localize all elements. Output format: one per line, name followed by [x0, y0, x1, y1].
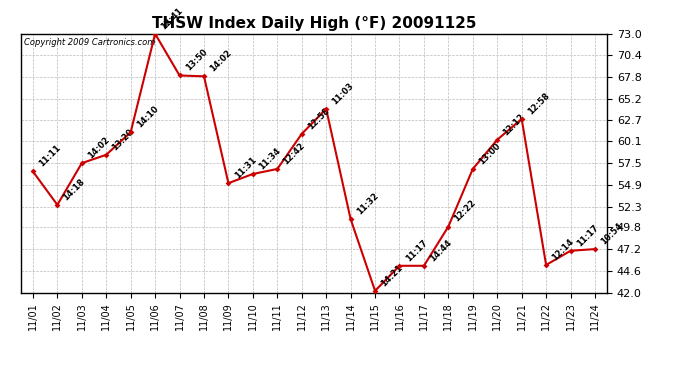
- Text: 11:17: 11:17: [575, 223, 600, 248]
- Text: 13:00: 13:00: [477, 141, 502, 166]
- Text: 14:02: 14:02: [86, 135, 111, 160]
- Text: 12:42: 12:42: [282, 141, 307, 166]
- Text: 12:58: 12:58: [306, 106, 331, 131]
- Text: 12:58: 12:58: [526, 91, 551, 116]
- Text: 12:14: 12:14: [550, 237, 575, 262]
- Text: 10:54: 10:54: [599, 221, 624, 246]
- Text: 14:18: 14:18: [61, 177, 87, 202]
- Text: 11:11: 11:11: [37, 143, 63, 169]
- Text: 12:12: 12:12: [502, 112, 526, 137]
- Text: 14:02: 14:02: [208, 48, 233, 74]
- Text: 13:20: 13:20: [110, 127, 136, 152]
- Text: 11:31: 11:31: [233, 155, 258, 180]
- Text: 14:44: 14:44: [428, 238, 453, 263]
- Text: 13:50: 13:50: [184, 48, 209, 73]
- Title: THSW Index Daily High (°F) 20091125: THSW Index Daily High (°F) 20091125: [152, 16, 476, 31]
- Text: 11:34: 11:34: [257, 146, 282, 171]
- Text: Copyright 2009 Cartronics.com: Copyright 2009 Cartronics.com: [23, 38, 155, 46]
- Text: 11:32: 11:32: [355, 191, 380, 216]
- Text: 12:41: 12:41: [159, 6, 185, 31]
- Text: 11:03: 11:03: [331, 81, 355, 106]
- Text: 14:10: 14:10: [135, 104, 160, 129]
- Text: 12:22: 12:22: [453, 198, 478, 224]
- Text: 11:17: 11:17: [404, 238, 429, 263]
- Text: 14:21: 14:21: [380, 262, 404, 288]
